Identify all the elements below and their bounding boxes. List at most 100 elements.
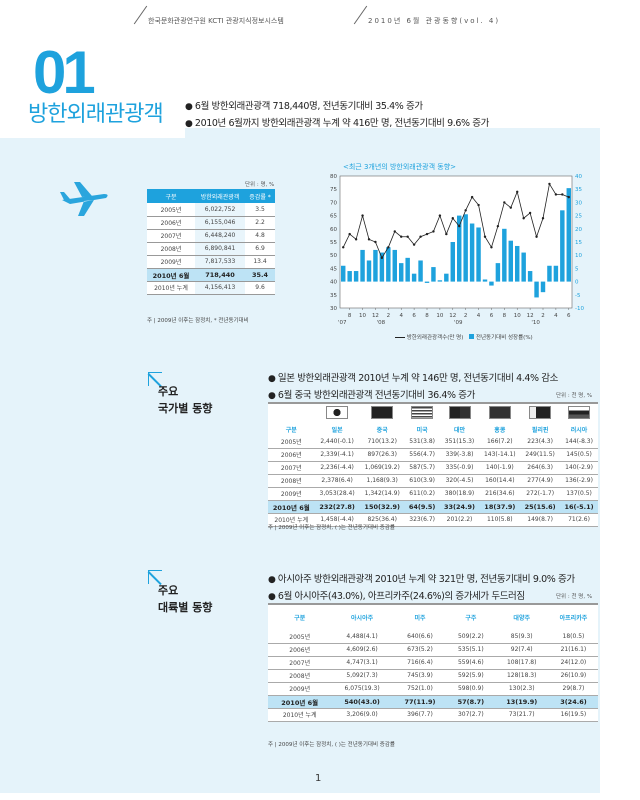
table-cell: 18(0.5): [548, 630, 598, 644]
x-tick-label: 6: [412, 313, 416, 319]
row-label: 2009년: [268, 682, 332, 696]
x-tick-label: 2: [464, 313, 468, 319]
china-flag: [371, 406, 394, 419]
table-cell: 16(-5.1): [560, 500, 598, 514]
left-axis-tick: 35: [330, 293, 337, 299]
table-cell: 1,069(19.2): [359, 461, 405, 475]
page-number: 1: [315, 773, 322, 784]
table-cell: 264(6.3): [520, 461, 561, 475]
table-cell: 143(-14.1): [479, 448, 521, 462]
visitor-point: [367, 238, 371, 241]
x-tick-label: 10: [359, 313, 366, 319]
table-cell: 77(11.9): [392, 695, 448, 709]
x-tick-label: 8: [425, 313, 429, 319]
table-row: 2006년 4,609(2.6) 673(5.2) 535(5.1) 92(7.4) 21…: [268, 643, 598, 657]
right-axis-tick: 10: [575, 253, 582, 259]
row-label: 2009년: [147, 255, 195, 269]
table-cell: 136(-2.9): [560, 474, 598, 488]
year-label: '10: [531, 320, 540, 326]
right-axis-tick: 20: [575, 227, 582, 233]
table-cell: 92(7.4): [494, 643, 549, 657]
x-tick-label: 10: [514, 313, 521, 319]
table-cell: 128(18.3): [494, 669, 549, 683]
japan-flag: [326, 406, 349, 419]
x-tick-label: 2: [387, 313, 391, 319]
column-header: 구분: [294, 615, 306, 622]
table-cell: 710(13.2): [359, 435, 405, 449]
row-label: 2005년: [268, 435, 315, 449]
table-row: 2010년 6월 232(27.8) 150(32.9) 64(9.5) 33(24.9…: [268, 500, 598, 514]
visitor-point: [425, 232, 429, 236]
table-cell: 7,817,533: [194, 255, 246, 269]
table-row: 2005년 4,488(4.1) 640(6.6) 509(2.2) 85(9.3) 18…: [268, 630, 598, 644]
table-cell: 673(5.2): [392, 643, 448, 657]
table-cell: 335(-0.9): [439, 461, 480, 475]
row-label: 2008년: [268, 474, 315, 488]
visitor-point: [406, 235, 409, 238]
table-cell: 897(26.3): [359, 448, 405, 462]
table-cell: 1,458(-4.4): [314, 513, 360, 527]
section-title: 방한외래관광객: [28, 102, 164, 127]
growth-bar: [353, 271, 359, 282]
table-cell: 13.4: [245, 255, 275, 269]
row-label: 2009년: [268, 487, 315, 501]
table-cell: 6,890,841: [194, 242, 246, 256]
visitor-table: 구분 방한외래관광객 증감률 * 2005년 6,022,752 3.5 2006년 6,15…: [147, 189, 275, 295]
table-cell: 137(0.5): [560, 487, 598, 501]
growth-bar: [405, 257, 410, 282]
table-row: 2007년 4,747(3.1) 716(6.4) 559(4.6) 108(17.8)…: [268, 656, 598, 670]
arrow-up-left-icon: [148, 372, 162, 386]
growth-bar: [379, 252, 385, 282]
growth-bar: [489, 281, 494, 286]
x-tick-label: 12: [449, 313, 456, 319]
legend-bar-swatch: [469, 334, 475, 339]
row-label: 2010년 누계: [147, 281, 195, 295]
table-row: 2007년 6,448,240 4.8: [147, 229, 275, 243]
growth-bar: [411, 273, 417, 282]
table-cell: 140(-1.9): [479, 461, 521, 475]
table-cell: 323(6.7): [404, 513, 440, 527]
row-label: 2006년: [268, 643, 332, 657]
table-cell: 145(0.5): [560, 448, 598, 462]
visitor-point: [509, 206, 512, 209]
column-header: 대만: [453, 426, 466, 434]
table-cell: 232(27.8): [314, 500, 360, 514]
table-cell: 531(3.8): [404, 435, 440, 449]
visitor-point: [548, 182, 551, 186]
growth-bar: [534, 281, 539, 298]
growth-bar: [418, 260, 423, 282]
table-row: 2010년 6월 540(43.0) 77(11.9) 57(8.7) 13(19.9)…: [268, 695, 598, 709]
flag-cell: [405, 403, 440, 423]
table-cell: 216(34.6): [479, 487, 521, 501]
side-title-line: 국가별 동향: [158, 402, 213, 415]
countries-bullet: 일본 방한외래관광객 2010년 누계 약 146만 명, 전년동기대비 4.4…: [268, 370, 558, 384]
table-cell: 6,022,752: [194, 203, 246, 217]
left-axis-tick: 55: [330, 240, 337, 246]
visitor-point: [477, 203, 480, 207]
x-tick-label: 4: [399, 313, 403, 319]
table-cell: 3(24.6): [548, 695, 598, 709]
table-cell: 223(4.3): [520, 435, 561, 449]
visitor-point: [451, 217, 454, 220]
growth-bar: [560, 210, 565, 282]
table-cell: 559(4.6): [447, 656, 495, 670]
right-axis-tick: 15: [575, 240, 582, 246]
legend-line-swatch: [395, 337, 405, 338]
right-axis-tick: 40: [575, 174, 582, 180]
row-label: 2010년 누계: [268, 708, 332, 722]
table-cell: 320(-4.5): [439, 474, 480, 488]
row-label: 2010년 6월: [268, 500, 315, 514]
table-cell: 33(24.9): [439, 500, 480, 514]
section-number: 01: [33, 39, 96, 106]
growth-bar: [476, 227, 481, 282]
column-header: 대양주: [513, 615, 530, 622]
growth-bar: [444, 273, 449, 282]
table-cell: 26(10.9): [548, 669, 598, 683]
row-label: 2006년: [268, 448, 315, 462]
table-cell: 16(19.5): [548, 708, 598, 722]
russia-flag: [568, 406, 591, 419]
column-header: 미국: [416, 426, 428, 434]
table-row: 2006년 6,155,046 2.2: [147, 216, 275, 230]
side-title-line: 주요: [158, 385, 179, 398]
header-issue: 2010년 6월 관광동향(vol. 4): [368, 17, 501, 25]
